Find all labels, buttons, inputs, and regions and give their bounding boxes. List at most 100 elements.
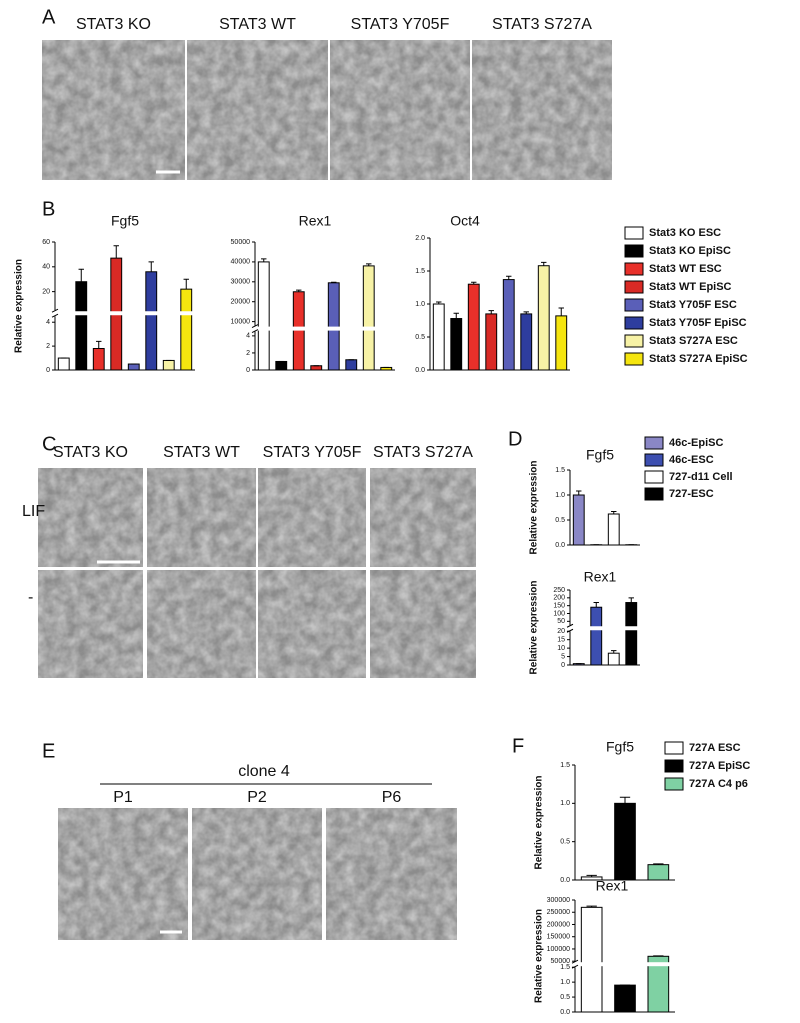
y-tick-label: 5 [561,653,565,660]
micrograph-texture [42,40,185,180]
y-tick-label: 1.0 [560,979,570,986]
bar [258,262,269,370]
y-tick-label: 150000 [547,934,570,941]
y-tick-label: 1.5 [560,964,570,971]
y-tick-label: 0 [561,662,565,669]
micrograph-texture [58,808,188,940]
legend-label: Stat3 KO ESC [649,227,721,239]
error-bar [149,262,154,272]
chart-title: Rex1 [596,878,629,894]
legend-label: 727A C4 p6 [689,778,748,790]
legend-label: 727-ESC [669,488,714,500]
y-tick-label: 4 [246,333,250,340]
y-tick-label: 300000 [547,897,570,904]
image-caption: P2 [247,789,267,806]
micrograph-texture [192,808,322,940]
image-caption: STAT3 S727A [373,444,473,461]
y-tick-label: 0.5 [560,994,570,1001]
error-bar [559,308,564,316]
y-tick-label: 0.0 [415,367,425,374]
bar [128,364,139,370]
error-bar [114,246,119,258]
micrograph-texture [326,808,457,940]
y-tick-label: 50000 [551,958,571,965]
legend-swatch [625,281,643,293]
y-tick-label: 10000 [231,318,251,325]
legend-swatch [665,742,683,754]
y-axis-label: Relative expression [14,259,25,353]
chart-title: Oct4 [450,213,480,229]
legend-swatch [625,299,643,311]
legend-swatch [625,317,643,329]
y-tick-label: 100 [553,610,565,617]
error-bar [79,269,84,281]
legend-label: Stat3 Y705F ESC [649,299,737,311]
image-caption: STAT3 Y705F [351,16,450,33]
bar [503,280,514,370]
error-bar [454,313,459,318]
bar [276,361,287,370]
y-tick-label: 1.5 [555,467,565,474]
bar [556,316,567,370]
micrograph-texture [147,570,256,678]
error-bar [576,491,581,495]
y-tick-label: 0.5 [415,334,425,341]
image-caption: STAT3 WT [163,444,240,461]
bar [293,292,304,370]
bar [486,314,497,370]
legend-swatch [645,454,663,466]
y-axis-label: Relative expression [534,776,545,870]
image-caption: STAT3 Y705F [263,444,362,461]
micrograph-texture [370,468,476,567]
y-tick-label: 200 [553,595,565,602]
image-caption: P6 [382,789,402,806]
image-caption: STAT3 KO [76,16,151,33]
legend-label: Stat3 S727A EpiSC [649,353,748,365]
y-tick-label: 1.5 [560,762,570,769]
bar [328,283,339,370]
y-tick-label: 0.5 [560,839,570,846]
micrograph-texture [147,468,256,567]
y-tick-label: 2 [46,343,50,350]
micrograph-texture [258,570,366,678]
bar [181,289,192,370]
chart-title: Fgf5 [586,447,614,463]
row-label: LIF [22,503,45,520]
micrograph-texture [38,468,143,567]
micrograph-texture [38,570,143,678]
bar [538,266,549,370]
bar [626,603,637,665]
y-tick-label: 0 [46,367,50,374]
bar [58,358,69,370]
micrograph-texture [330,40,470,180]
legend-label: 727A ESC [689,742,741,754]
y-tick-label: 40000 [231,259,251,266]
y-tick-label: 100000 [547,946,570,953]
error-bar [594,603,599,608]
legend-swatch [625,227,643,239]
y-tick-label: 1.5 [415,268,425,275]
y-axis-label: Relative expression [534,909,545,1003]
error-bar [96,341,101,348]
y-tick-label: 250000 [547,909,570,916]
y-tick-label: 1.0 [555,492,565,499]
y-tick-label: 20 [42,288,50,295]
y-tick-label: 40 [42,264,50,271]
panel-letter: E [42,740,55,762]
chart-title: Fgf5 [111,213,139,229]
legend-label: 727-d11 Cell [669,471,733,483]
y-tick-label: 2 [246,350,250,357]
bar [608,514,619,545]
y-tick-label: 20 [557,628,565,635]
micrograph-texture [187,40,328,180]
image-caption: P1 [113,789,133,806]
panel-letter: A [42,6,56,28]
error-bar [620,797,630,803]
legend-label: Stat3 WT EpiSC [649,281,732,293]
legend-swatch [625,353,643,365]
axis-break [54,311,196,315]
legend-label: 46c-EpiSC [669,437,723,449]
bar [451,319,462,370]
bar [433,304,444,370]
panel-letter: D [508,428,522,450]
